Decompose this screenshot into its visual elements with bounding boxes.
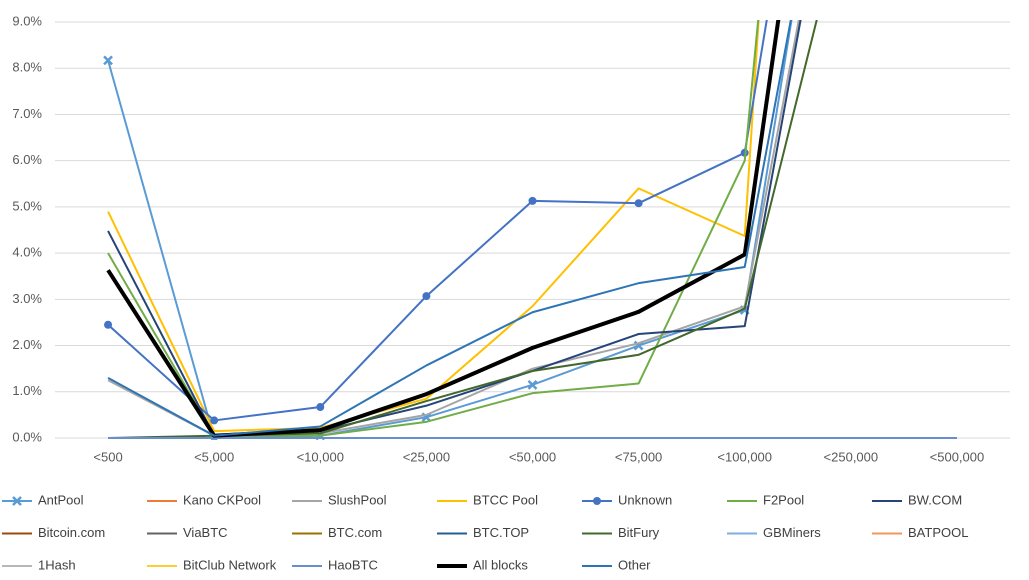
legend-item: Kano CKPool bbox=[147, 492, 261, 507]
legend-label: Bitcoin.com bbox=[38, 525, 105, 540]
series-line bbox=[107, 20, 760, 433]
x-tick-label: <25,000 bbox=[403, 449, 450, 464]
y-tick-label: 2.0% bbox=[12, 337, 42, 352]
series-line bbox=[107, 20, 768, 422]
legend-item: Bitcoin.com bbox=[2, 525, 105, 540]
legend-label: F2Pool bbox=[763, 492, 804, 507]
legend-label: Kano CKPool bbox=[183, 492, 261, 507]
legend-label: AntPool bbox=[38, 492, 84, 507]
legend-item: ViaBTC bbox=[147, 525, 228, 540]
legend-item: BTC.com bbox=[292, 525, 382, 540]
series-line bbox=[106, 20, 781, 438]
legend-item: GBMiners bbox=[727, 525, 821, 540]
plot-area bbox=[103, 20, 957, 440]
legend-label: BTCC Pool bbox=[473, 492, 538, 507]
marker bbox=[527, 379, 538, 390]
legend-label: Other bbox=[618, 557, 651, 572]
legend-label: BitClub Network bbox=[183, 557, 277, 572]
marker bbox=[422, 292, 431, 301]
marker bbox=[104, 320, 113, 329]
legend-label: 1Hash bbox=[38, 557, 76, 572]
legend-item: Other bbox=[582, 557, 651, 572]
x-tick-label: <50,000 bbox=[509, 449, 556, 464]
legend-item: Unknown bbox=[582, 492, 672, 507]
marker bbox=[634, 199, 643, 208]
legend-label: BW.COM bbox=[908, 492, 962, 507]
marker bbox=[210, 416, 219, 425]
marker bbox=[12, 496, 22, 506]
marker bbox=[593, 497, 601, 505]
legend-item: BW.COM bbox=[872, 492, 962, 507]
axes: 0.0% 1.0% 2.0% 3.0% 4.0% 5.0% 6.0% 7.0% 8.0% 9.0%… bbox=[12, 13, 984, 464]
grid bbox=[55, 21, 1010, 439]
y-tick-label: 9.0% bbox=[12, 13, 42, 28]
series-line bbox=[107, 20, 792, 437]
legend-item: F2Pool bbox=[727, 492, 804, 507]
x-tick-label: <5,000 bbox=[194, 449, 234, 464]
legend-item: SlushPool bbox=[292, 492, 387, 507]
x-tick-label: <10,000 bbox=[297, 449, 344, 464]
legend-item: BitFury bbox=[582, 525, 660, 540]
legend-item: BTC.TOP bbox=[437, 525, 529, 540]
legend-label: BitFury bbox=[618, 525, 660, 540]
y-tick-label: 1.0% bbox=[12, 383, 42, 398]
x-tick-label: <500,000 bbox=[930, 449, 985, 464]
legend-label: SlushPool bbox=[328, 492, 387, 507]
y-tick-label: 7.0% bbox=[12, 106, 42, 121]
legend-item: All blocks bbox=[437, 557, 528, 572]
legend-item: HaoBTC bbox=[292, 557, 378, 572]
legend-label: GBMiners bbox=[763, 525, 821, 540]
y-tick-label: 4.0% bbox=[12, 245, 42, 260]
legend-item: BTCC Pool bbox=[437, 492, 538, 507]
y-tick-label: 8.0% bbox=[12, 60, 42, 75]
legend-label: HaoBTC bbox=[328, 557, 378, 572]
x-tick-label: <100,000 bbox=[717, 449, 772, 464]
legend: AntPool Kano CKPool SlushPool BTCC Pool Unkn… bbox=[2, 492, 968, 572]
marker bbox=[103, 55, 113, 66]
legend-item: 1Hash bbox=[2, 557, 76, 572]
legend-item: BATPOOL bbox=[872, 525, 968, 540]
y-tick-label: 6.0% bbox=[12, 152, 42, 167]
legend-label: All blocks bbox=[473, 557, 528, 572]
legend-item: AntPool bbox=[2, 492, 84, 507]
x-tick-label: <250,000 bbox=[824, 449, 879, 464]
legend-item: BitClub Network bbox=[147, 557, 277, 572]
legend-label: BTC.TOP bbox=[473, 525, 529, 540]
marker bbox=[528, 196, 537, 205]
y-tick-label: 0.0% bbox=[12, 429, 42, 444]
legend-label: BATPOOL bbox=[908, 525, 968, 540]
marker bbox=[316, 403, 325, 412]
x-tick-label: <75,000 bbox=[615, 449, 662, 464]
x-tick-label: <500 bbox=[93, 449, 122, 464]
y-tick-label: 5.0% bbox=[12, 198, 42, 213]
y-tick-label: 3.0% bbox=[12, 291, 42, 306]
legend-label: ViaBTC bbox=[183, 525, 228, 540]
legend-label: BTC.com bbox=[328, 525, 382, 540]
legend-label: Unknown bbox=[618, 492, 672, 507]
